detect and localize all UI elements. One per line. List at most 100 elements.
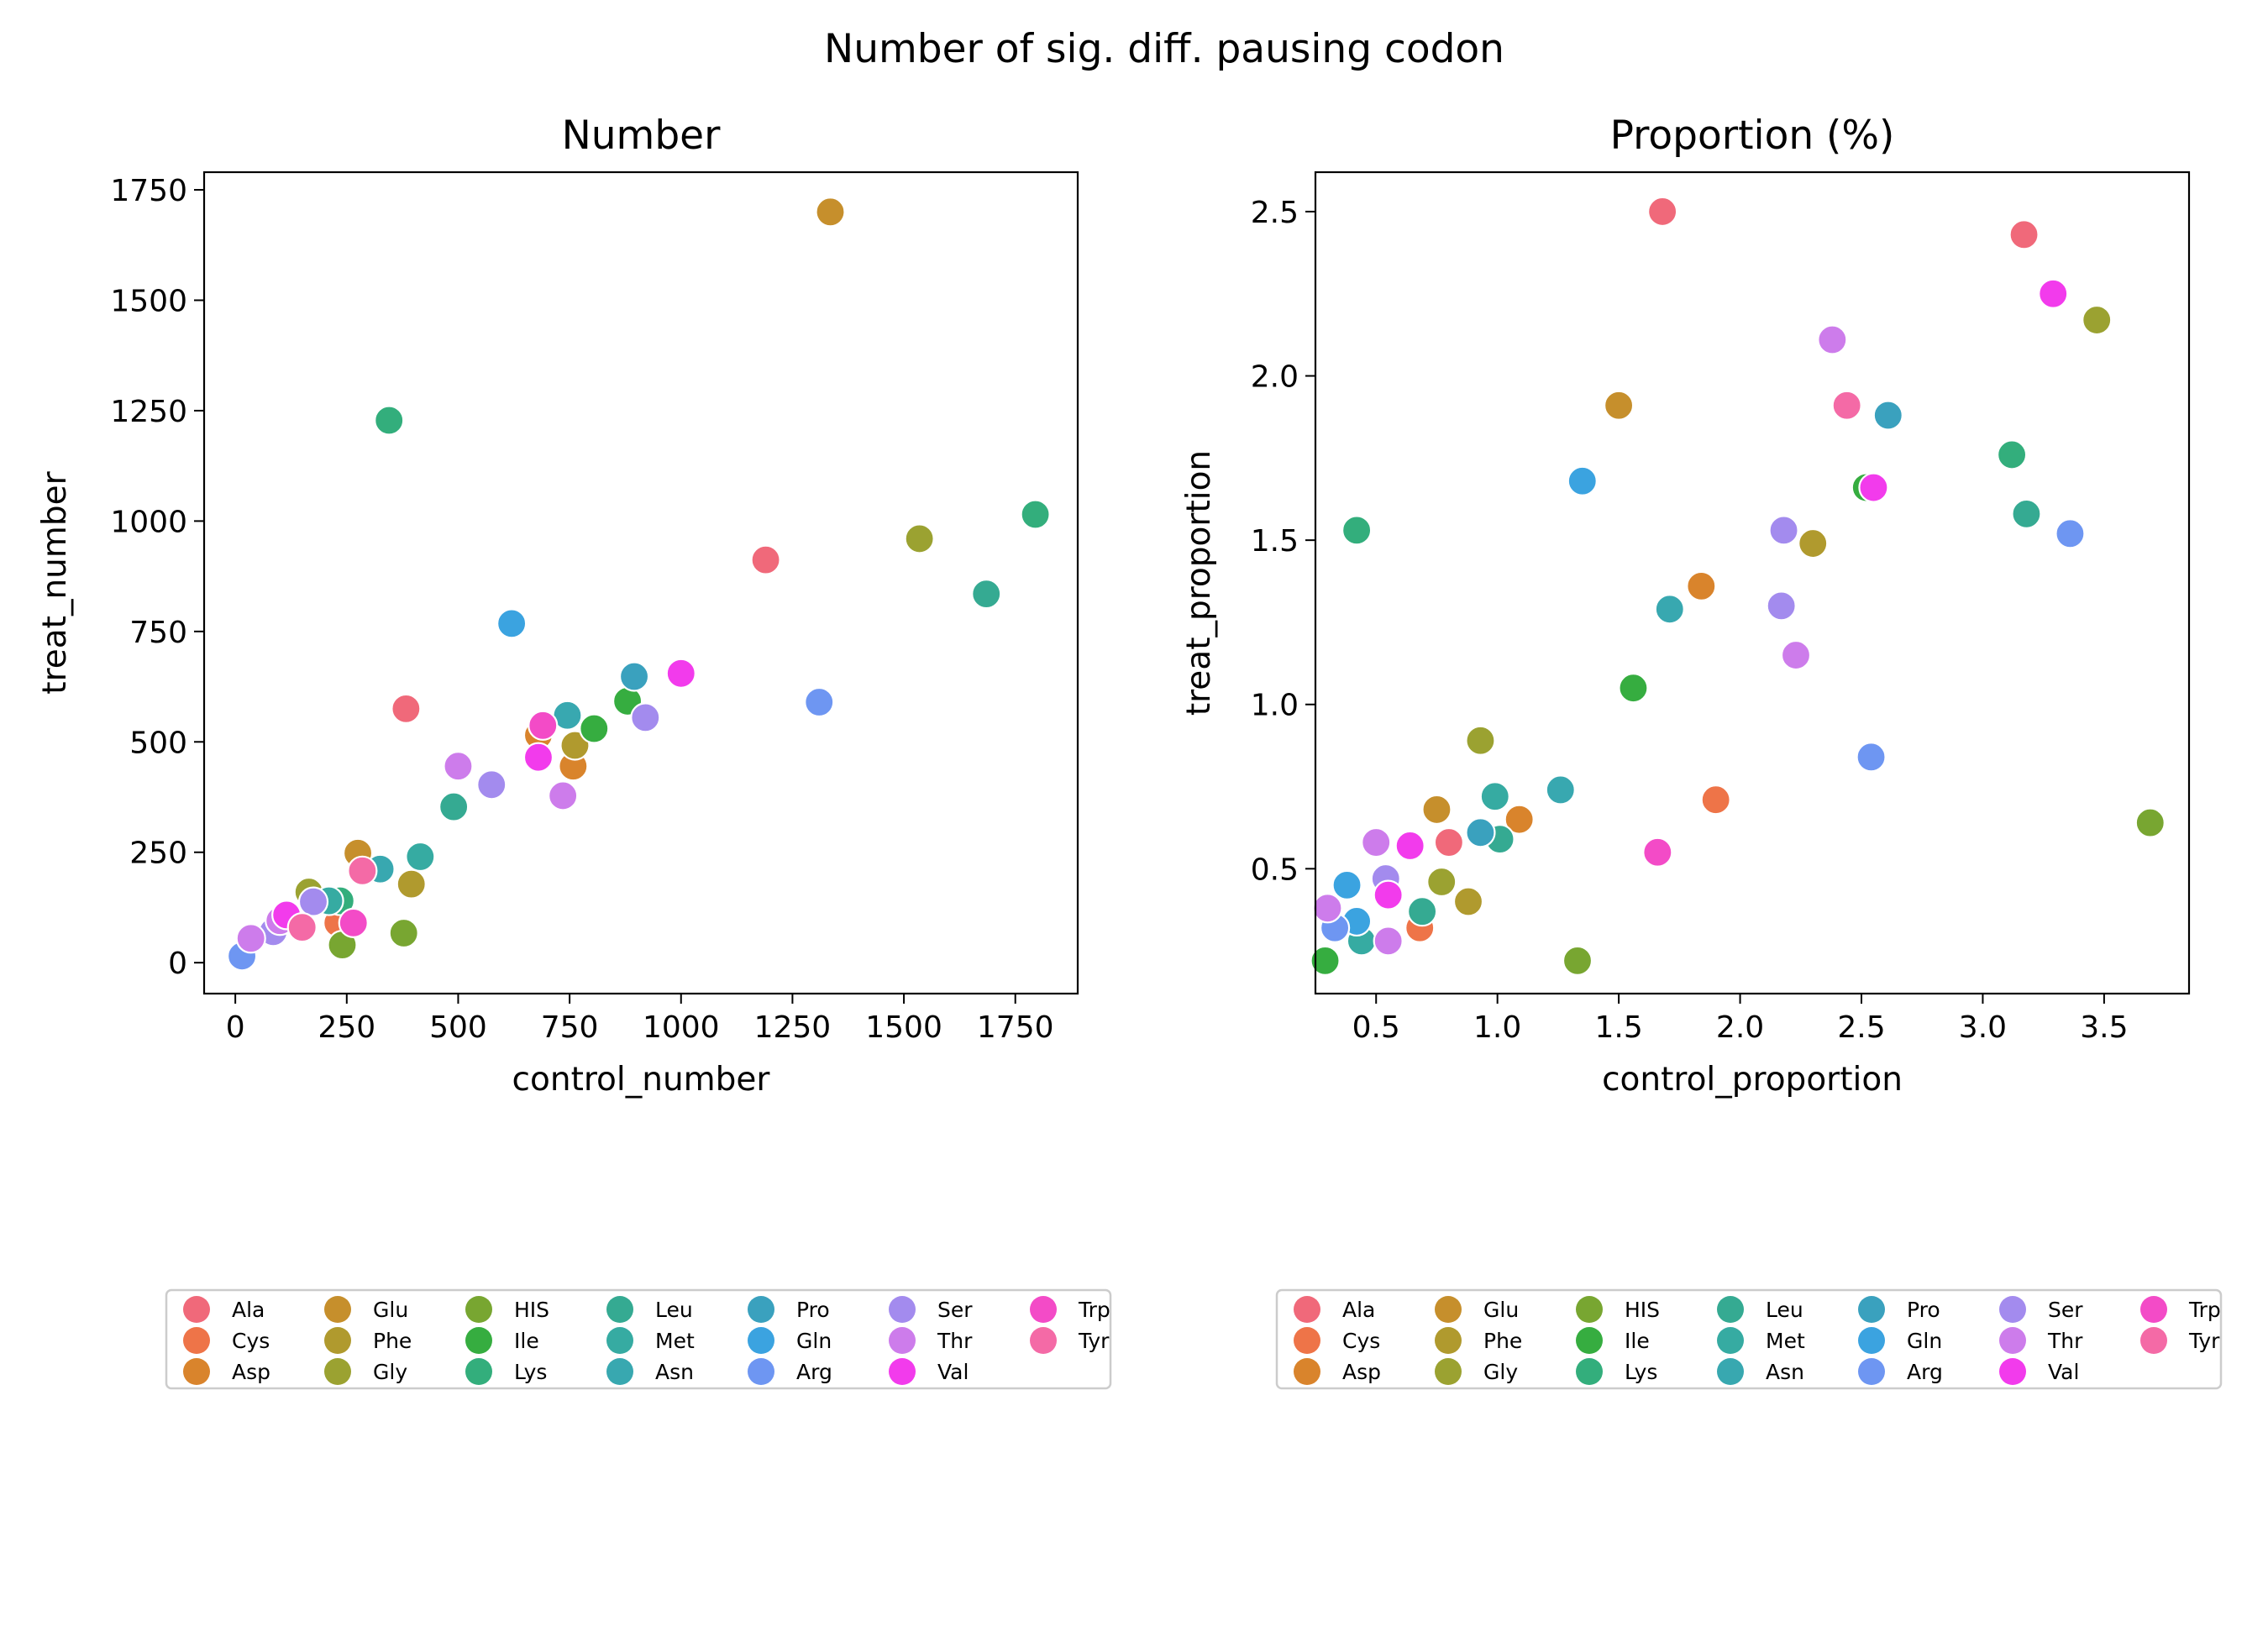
data-point-gln <box>1331 869 1362 901</box>
data-point-his <box>1562 945 1593 976</box>
data-point-ser <box>1768 515 1799 546</box>
legend-label: Lys <box>514 1360 547 1384</box>
legend-label: HIS <box>1625 1298 1660 1322</box>
legend-marker-lys <box>465 1358 492 1385</box>
legend-label: Trp <box>1078 1298 1110 1322</box>
legend-marker-phe <box>324 1327 351 1354</box>
data-point-glu <box>1421 794 1452 826</box>
legend-label: Val <box>2048 1360 2079 1384</box>
legend-marker-lys <box>1576 1358 1603 1385</box>
legend-label: Pro <box>796 1298 830 1322</box>
data-point-leu <box>438 791 470 822</box>
y-axis-label: treat_proportion <box>1180 450 1218 716</box>
legend-label: Asn <box>655 1360 694 1384</box>
legend-label: Val <box>937 1360 969 1384</box>
legend-marker-leu <box>1717 1296 1744 1323</box>
data-point-gly <box>1426 866 1457 898</box>
data-point-ile <box>1310 945 1341 976</box>
data-point-gln <box>1567 465 1598 496</box>
data-point-trp <box>338 907 369 938</box>
x-tick-label: 250 <box>318 1010 375 1045</box>
data-point-lys <box>1020 499 1051 530</box>
legend-marker-thr <box>889 1327 916 1354</box>
plot-frame <box>1314 170 2191 995</box>
legend-marker-asp <box>1294 1358 1320 1385</box>
data-point-glu <box>815 197 846 228</box>
y-axis-label: treat_number <box>36 470 74 694</box>
legend-label: Ala <box>1342 1298 1375 1322</box>
data-point-thr <box>1312 893 1343 924</box>
legend-label: Thr <box>2047 1329 2083 1353</box>
legend-marker-gln <box>748 1327 774 1354</box>
data-point-ala <box>750 544 781 575</box>
data-point-val <box>1394 830 1425 862</box>
data-point-arg <box>804 686 835 718</box>
legend-label: Met <box>655 1329 695 1353</box>
legend-marker-phe <box>1435 1327 1462 1354</box>
data-point-asn <box>1654 594 1685 625</box>
x-tick-label: 1.5 <box>1594 1010 1642 1045</box>
legend-marker-glu <box>324 1296 351 1323</box>
legend-marker-gln <box>1858 1327 1885 1354</box>
data-point-pro <box>1465 817 1496 848</box>
legend-marker-arg <box>1858 1358 1885 1385</box>
legend-label: Pro <box>1907 1298 1940 1322</box>
legend-label: Ile <box>1625 1329 1650 1353</box>
legend-marker-met <box>606 1327 633 1354</box>
chart-title-number: Number <box>562 113 721 159</box>
data-point-glu <box>1604 390 1635 421</box>
y-tick-label: 1.0 <box>1251 689 1299 723</box>
legend-label: Ser <box>937 1298 973 1322</box>
legend-label: Tyr <box>2188 1329 2220 1353</box>
legend-marker-his <box>465 1296 492 1323</box>
x-tick-label: 500 <box>429 1010 487 1045</box>
legend-marker-val <box>1999 1358 2026 1385</box>
legend-marker-tyr <box>2140 1327 2167 1354</box>
x-tick-label: 1.0 <box>1473 1010 1521 1045</box>
legend-proportion: Ala Cys Asp Glu Phe Gly HIS Ile Lys Leu Met Asn Pro G… <box>1275 1288 2223 1390</box>
y-tick-label: 1000 <box>110 505 187 539</box>
legend-marker-tyr <box>1030 1327 1057 1354</box>
chart-panel-number: Number 0 250 500 750 1000 1250 1500 1750 0 250 500 7… <box>36 113 1079 1099</box>
data-point-gly <box>1465 725 1496 756</box>
data-point-val <box>522 742 554 773</box>
legend-label: Gly <box>1483 1360 1518 1384</box>
data-point-thr <box>1780 639 1812 671</box>
y-tick-label: 1250 <box>110 395 187 429</box>
data-point-trp <box>1642 837 1673 868</box>
legend-label: Cys <box>232 1329 270 1353</box>
legend-label: Ser <box>2048 1298 2083 1322</box>
data-point-asp <box>1504 804 1535 835</box>
data-point-thr <box>1373 926 1404 957</box>
legend-marker-ile <box>1576 1327 1603 1354</box>
data-point-tyr <box>286 912 318 943</box>
x-tick-label: 1500 <box>865 1010 942 1045</box>
legend-box <box>165 1288 1112 1390</box>
data-point-met <box>1479 781 1510 812</box>
y-tick-label: 2.5 <box>1251 196 1299 230</box>
y-tick-label: 1500 <box>110 284 187 318</box>
x-tick-label: 0.5 <box>1352 1010 1400 1045</box>
legend-marker-ile <box>465 1327 492 1354</box>
legend-label: Arg <box>1907 1360 1943 1384</box>
data-point-gly <box>2082 304 2113 336</box>
legend-marker-cys <box>1294 1327 1320 1354</box>
legend-marker-asn <box>606 1358 633 1385</box>
data-point-leu <box>2011 498 2042 529</box>
x-tick-label: 3.5 <box>2080 1010 2128 1045</box>
x-axis-label: control_number <box>512 1061 771 1099</box>
x-tick-label: 1750 <box>977 1010 1054 1045</box>
legend-marker-glu <box>1435 1296 1462 1323</box>
legend-marker-asp <box>183 1358 210 1385</box>
plot-frame <box>202 170 1079 995</box>
data-point-lys <box>1997 439 2028 470</box>
data-point-pro <box>1872 400 1903 431</box>
x-tick-label: 3.0 <box>1959 1010 2007 1045</box>
legend-label: Tyr <box>1078 1329 1110 1353</box>
legend-label: Ile <box>514 1329 539 1353</box>
y-tick-label: 2.0 <box>1251 360 1299 395</box>
legend-label: Arg <box>796 1360 832 1384</box>
legend-marker-val <box>889 1358 916 1385</box>
legend-label: Thr <box>937 1329 973 1353</box>
